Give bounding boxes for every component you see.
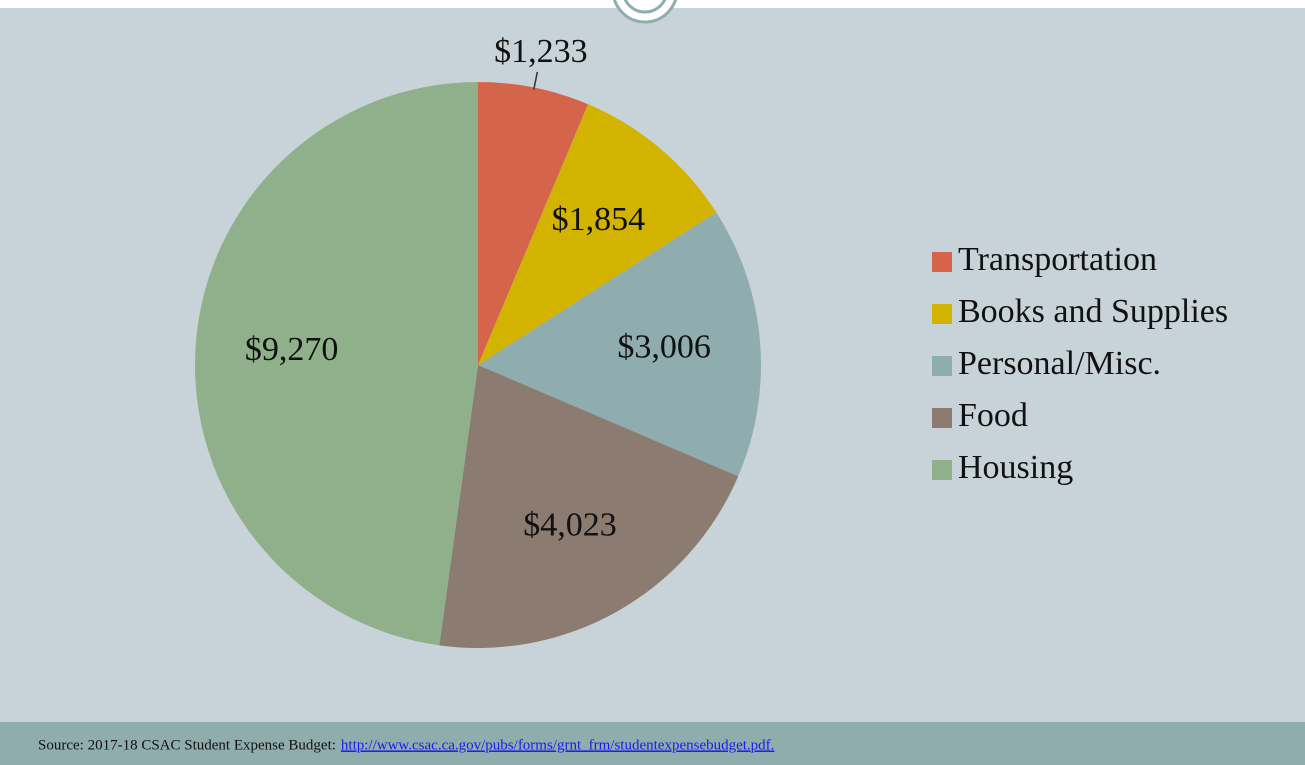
pie-slice — [478, 104, 717, 365]
legend-swatch — [932, 356, 952, 376]
footer-band — [0, 722, 1305, 765]
source-text: Source: 2017-18 CSAC Student Expense Bud… — [38, 737, 336, 753]
legend-swatch — [932, 304, 952, 324]
pie-slice — [478, 82, 589, 365]
legend-label: Food — [958, 397, 1028, 434]
legend-swatch — [932, 460, 952, 480]
leader-line — [533, 71, 539, 90]
pie-slice — [478, 212, 761, 477]
legend-label: Housing — [958, 449, 1073, 486]
logo-ring — [623, 0, 667, 14]
pie-slice — [439, 365, 739, 649]
source-link[interactable]: http://www.csac.ca.gov/pubs/forms/grnt_f… — [341, 737, 775, 753]
legend-label: Books and Supplies — [958, 293, 1228, 330]
legend-swatch — [932, 252, 952, 272]
data-label: $9,270 — [245, 331, 339, 368]
legend-swatch — [932, 408, 952, 428]
data-label: $4,023 — [523, 506, 617, 543]
legend-label: Transportation — [958, 241, 1157, 278]
data-label: $1,854 — [552, 201, 646, 238]
legend-label: Personal/Misc. — [958, 345, 1161, 382]
data-label: $3,006 — [617, 328, 711, 365]
pie-slice — [195, 82, 478, 646]
data-label: $1,233 — [494, 33, 588, 70]
